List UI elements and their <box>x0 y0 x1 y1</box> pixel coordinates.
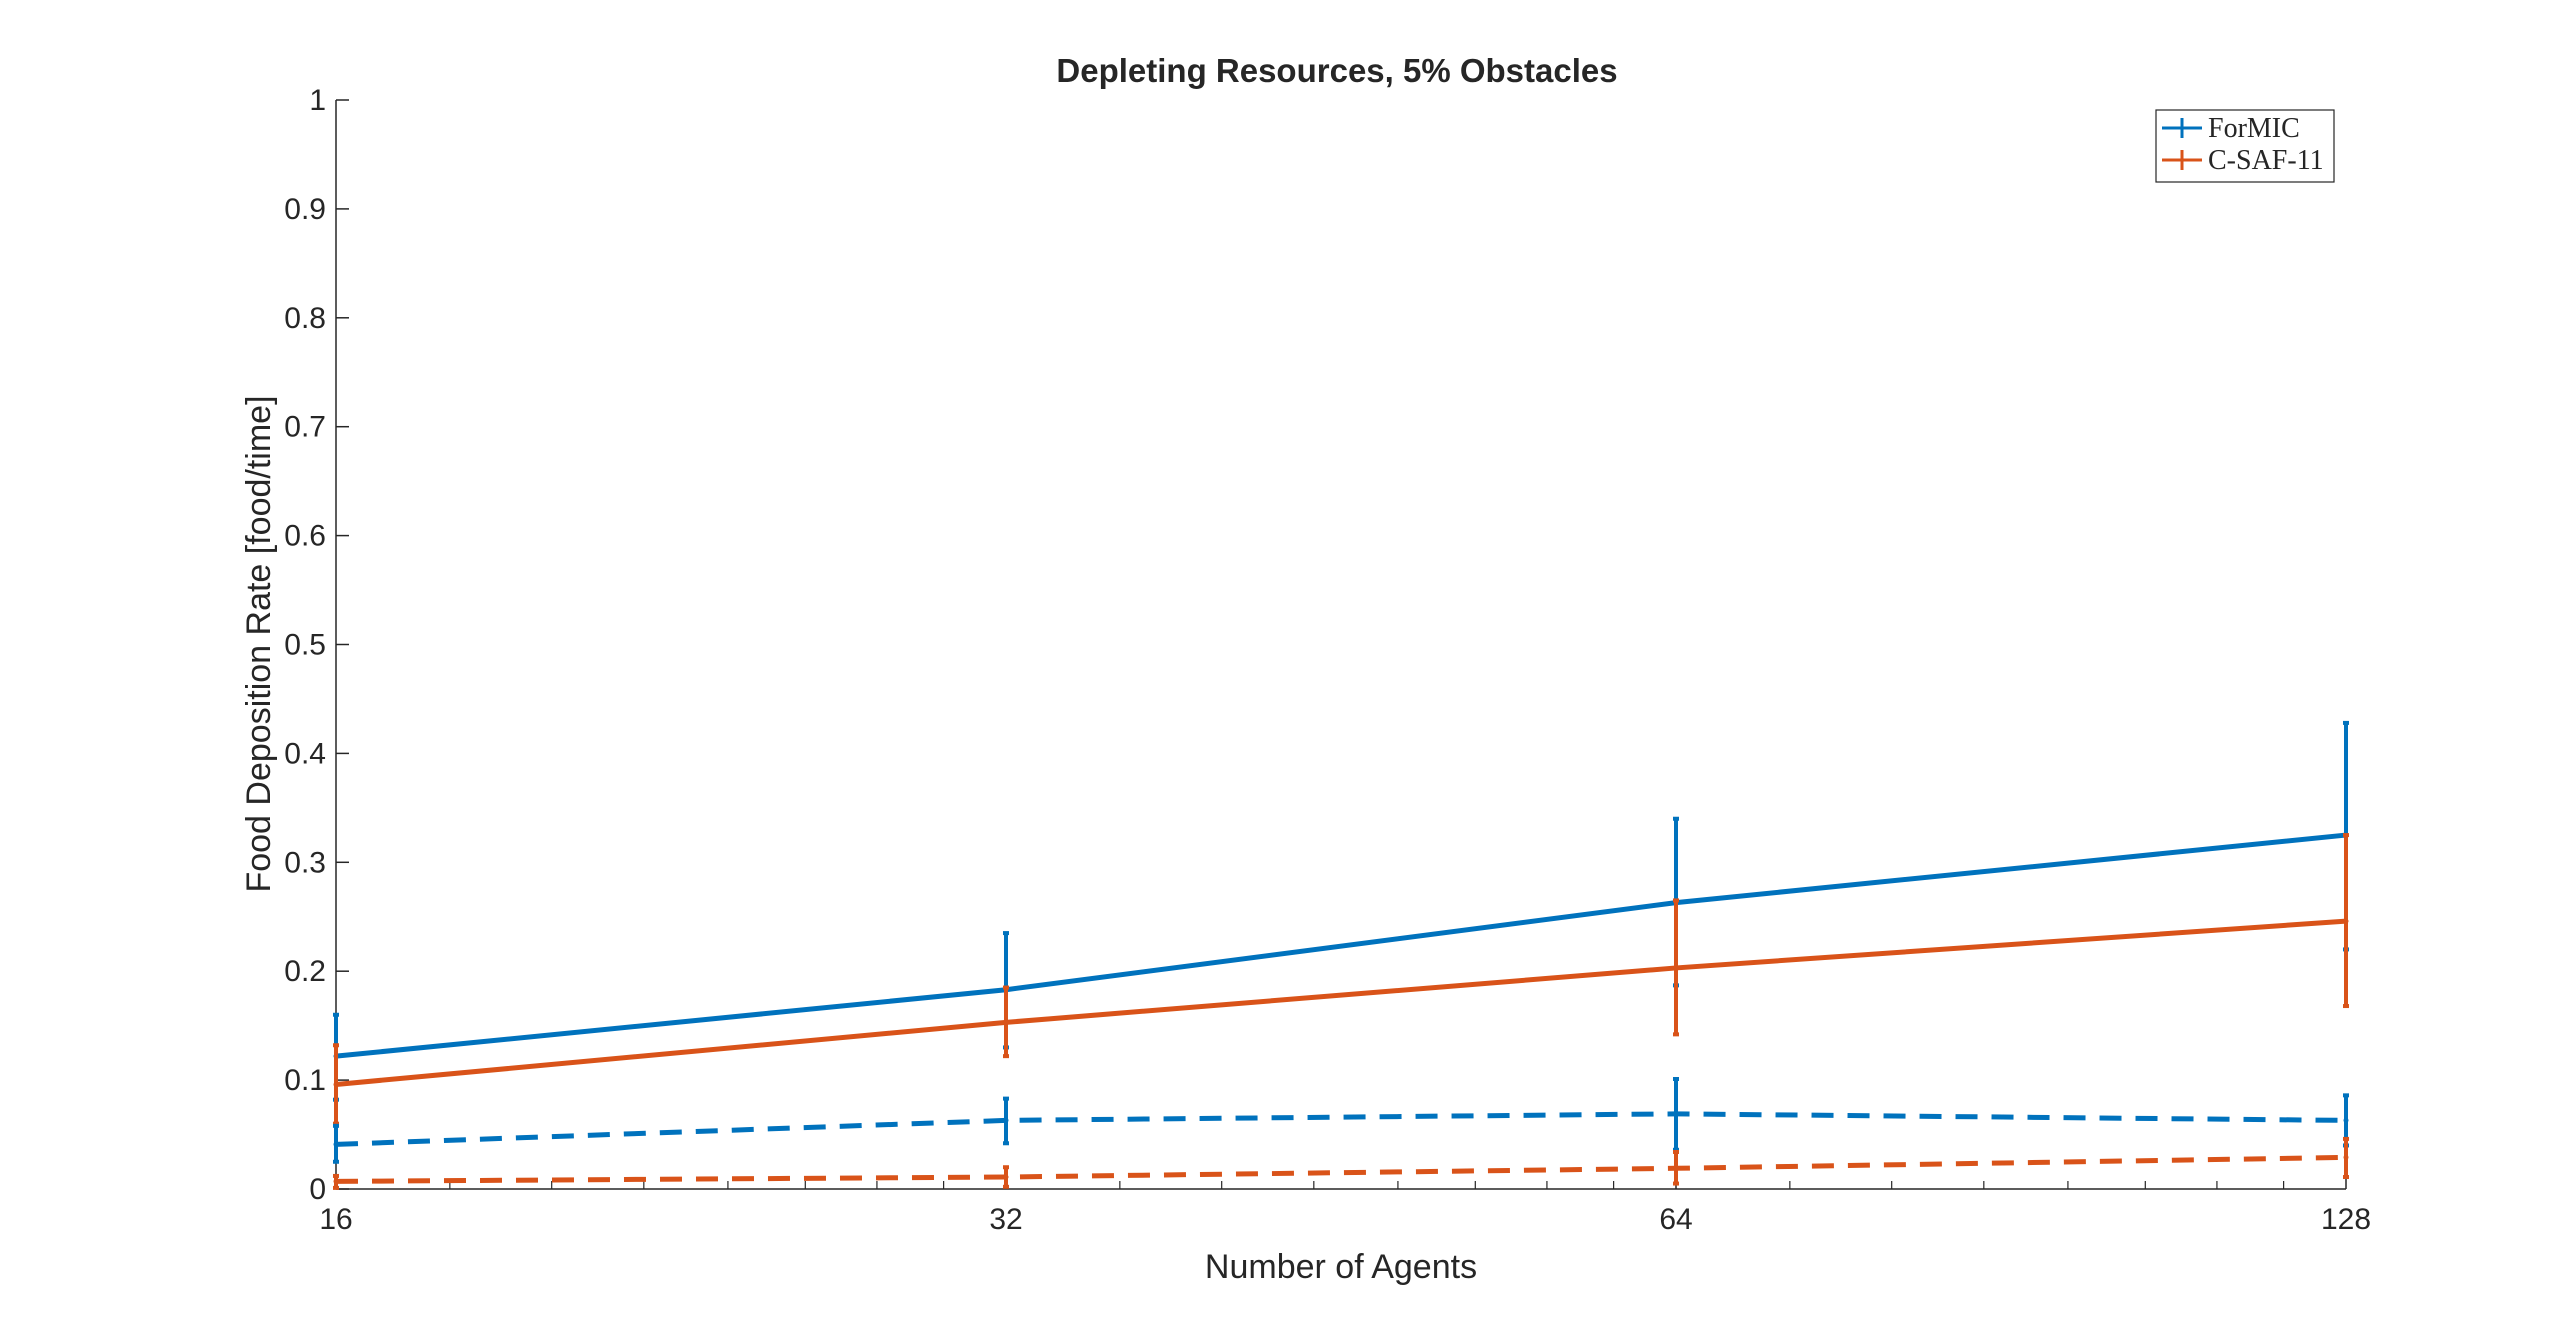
legend-label: ForMIC <box>2208 113 2300 144</box>
data-point <box>2343 1154 2349 1160</box>
data-point <box>1673 1165 1679 1171</box>
series-line <box>335 1154 2347 1184</box>
data-point <box>1673 1111 1679 1117</box>
series-2 <box>333 1077 2349 1164</box>
y-ticks: 0 0.1 0.2 0.3 0.4 0.5 0.6 0.7 0.8 0.9 1 <box>284 84 349 1206</box>
data-point <box>1673 965 1679 971</box>
series-line <box>335 918 2347 1087</box>
y-tick-label: 0.6 <box>284 520 326 553</box>
plot-area: 0 0.1 0.2 0.3 0.4 0.5 0.6 0.7 0.8 0.9 1 16 32 64 128 <box>284 84 2371 1236</box>
y-tick-label: 0.5 <box>284 629 326 662</box>
data-point <box>1003 1117 1009 1123</box>
y-tick-label: 0 <box>309 1173 326 1206</box>
y-tick-label: 0.9 <box>284 193 326 226</box>
y-tick-label: 0.1 <box>284 1064 326 1097</box>
data-point <box>333 1141 339 1147</box>
data-point <box>2343 1117 2349 1123</box>
series-line <box>335 1111 2347 1147</box>
x-axis-label: Number of Agents <box>1205 1248 1477 1286</box>
y-tick-label: 0.8 <box>284 302 326 335</box>
series-3 <box>333 1136 2349 1190</box>
series-0 <box>333 720 2349 1102</box>
x-tick-label: 32 <box>989 1203 1022 1236</box>
series-line <box>335 832 2347 1059</box>
data-point <box>1003 1174 1009 1180</box>
data-point <box>333 1081 339 1087</box>
x-tick-label: 16 <box>319 1203 352 1236</box>
legend-box <box>2155 109 2335 183</box>
data-point <box>2343 918 2349 924</box>
data-point <box>333 1178 339 1184</box>
data-point <box>1003 1019 1009 1025</box>
chart-title: Depleting Resources, 5% Obstacles <box>1056 52 1617 89</box>
x-ticks: 16 32 64 128 <box>319 1175 2371 1236</box>
x-tick-label: 64 <box>1659 1203 1692 1236</box>
y-axis-label: Food Deposition Rate [food/time] <box>240 395 278 892</box>
legend-label: C-SAF-11 <box>2208 145 2324 176</box>
series-layer <box>333 720 2349 1190</box>
y-tick-label: 1 <box>309 84 326 117</box>
y-tick-label: 0.2 <box>284 955 326 988</box>
y-tick-label: 0.3 <box>284 846 326 879</box>
y-tick-label: 0.4 <box>284 737 326 770</box>
y-tick-label: 0.7 <box>284 411 326 444</box>
x-tick-label: 128 <box>2321 1203 2371 1236</box>
series-1 <box>333 833 2349 1126</box>
